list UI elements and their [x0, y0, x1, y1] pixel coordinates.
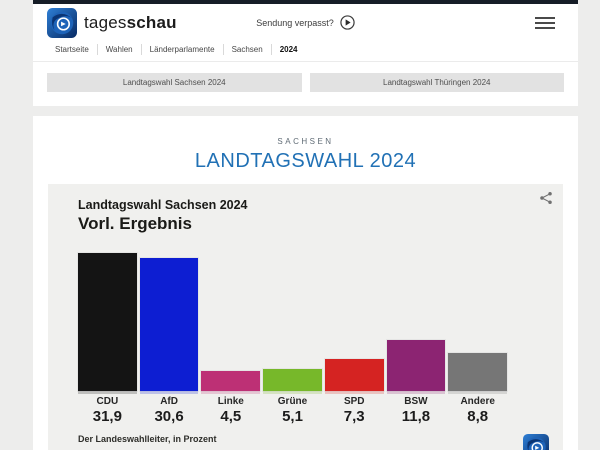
baseline-tint-bsw [386, 391, 446, 394]
baseline-tint-andere [448, 391, 508, 394]
baseline-tint-linke [201, 391, 261, 394]
tagesschau-watermark-icon [523, 434, 549, 450]
result-chart-card: Landtagswahl Sachsen 2024 Vorl. Ergebnis… [48, 184, 563, 450]
party-value: 31,9 [92, 408, 122, 425]
tagesschau-home-link[interactable]: tagesschau [47, 7, 256, 38]
party-name: Grüne [277, 396, 308, 407]
bar-label-grüne: Grüne 5,1 [263, 396, 322, 425]
breadcrumb: Startseite Wahlen Länderparlamente Sachsen 2… [33, 41, 578, 62]
hamburger-menu-icon[interactable] [535, 12, 555, 34]
party-value: 30,6 [154, 408, 184, 425]
party-name: CDU [96, 396, 119, 407]
sendung-verpasst-link[interactable]: Sendung verpasst? [256, 15, 355, 30]
site-header: tagesschau Sendung verpasst? [33, 4, 578, 41]
bar-labels-row: CDU 31,9 AfD 30,6 Linke 4,5 Grüne 5,1 SPD 7,3 BSW 1… [78, 396, 507, 425]
bar-label-linke: Linke 4,5 [201, 396, 260, 425]
bar-label-afd: AfD 30,6 [140, 396, 199, 425]
top-accent-bar [33, 0, 578, 4]
party-value: 11,8 [401, 408, 431, 425]
bar-chart: CDU 31,9 AfD 30,6 Linke 4,5 Grüne 5,1 SPD 7,3 BSW 1… [78, 251, 508, 425]
header-right [355, 12, 564, 34]
bar-grüne [263, 369, 322, 391]
breadcrumb-item-sachsen[interactable]: Sachsen [222, 44, 271, 55]
site-header-section: tagesschau Sendung verpasst? Startseite W… [33, 0, 578, 106]
baseline-tint-cdu [78, 391, 137, 394]
bars-row [78, 251, 508, 391]
play-icon [340, 15, 355, 30]
election-tabs: Landtagswahl Sachsen 2024 Landtagswahl Th… [33, 62, 578, 106]
brand-wordmark: tagesschau [84, 12, 177, 32]
party-name: AfD [160, 396, 178, 407]
tab-sachsen[interactable]: Landtagswahl Sachsen 2024 [47, 73, 302, 92]
party-value: 8,8 [467, 408, 489, 425]
baseline-tint-afd [139, 391, 199, 394]
section-gap [0, 106, 600, 116]
bar-label-cdu: CDU 31,9 [78, 396, 137, 425]
sendung-verpasst-label: Sendung verpasst? [256, 17, 334, 28]
page-title: LANDTAGSWAHL 2024 [194, 150, 417, 172]
region-kicker: SACHSEN [277, 137, 334, 146]
share-icon[interactable] [539, 191, 553, 205]
tab-thueringen[interactable]: Landtagswahl Thüringen 2024 [309, 73, 564, 92]
chart-title: Landtagswahl Sachsen 2024 [78, 198, 248, 212]
party-name: Linke [217, 396, 244, 407]
bar-bsw [386, 340, 446, 391]
bar-cdu [78, 253, 137, 391]
chart-subtitle: Vorl. Ergebnis [78, 214, 192, 233]
party-name: BSW [404, 396, 428, 407]
bar-spd [324, 359, 384, 391]
bar-label-spd: SPD 7,3 [325, 396, 384, 425]
baseline-tint-spd [324, 391, 384, 394]
baseline-row [78, 391, 508, 394]
bar-afd [139, 258, 199, 391]
bar-andere [448, 353, 508, 391]
chart-source: Der Landeswahlleiter, in Prozent [78, 434, 217, 444]
main-content: SACHSEN LANDTAGSWAHL 2024 Landtagswahl S… [33, 116, 578, 450]
breadcrumb-item-wahlen[interactable]: Wahlen [96, 44, 141, 55]
party-name: Andere [460, 396, 495, 407]
breadcrumb-item-startseite[interactable]: Startseite [55, 45, 89, 54]
party-value: 4,5 [220, 408, 242, 425]
tagesschau-logo-icon [47, 7, 77, 38]
baseline-tint-grüne [263, 391, 322, 394]
bar-label-bsw: BSW 11,8 [387, 396, 446, 425]
party-value: 7,3 [343, 408, 365, 425]
party-value: 5,1 [282, 408, 303, 425]
bar-linke [201, 371, 261, 391]
party-name: SPD [343, 396, 365, 407]
bar-label-andere: Andere 8,8 [448, 396, 507, 425]
breadcrumb-item-länderparlamente[interactable]: Länderparlamente [140, 44, 223, 55]
breadcrumb-item-2024[interactable]: 2024 [270, 44, 306, 55]
